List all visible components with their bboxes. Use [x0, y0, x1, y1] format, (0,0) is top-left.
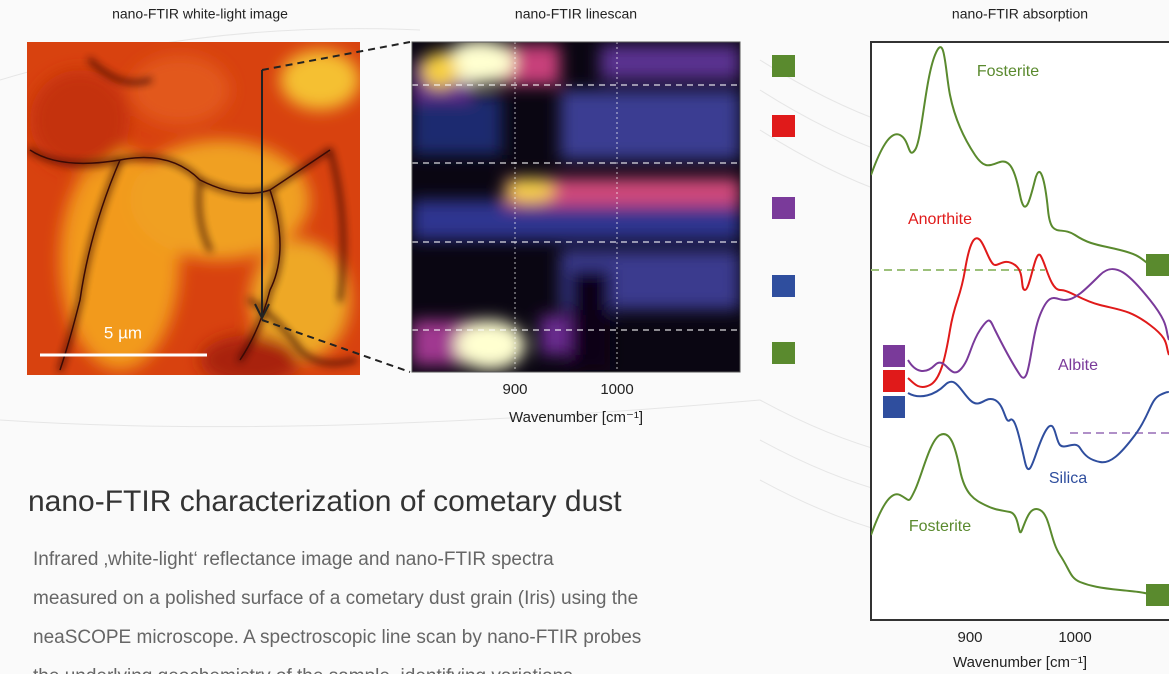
- paragraph-line: Infrared ‚white-light‘ reflectance image…: [33, 540, 641, 579]
- curve-label: Silica: [1049, 470, 1087, 487]
- x-tick-label: 1000: [1058, 629, 1091, 646]
- x-tick-label: 1000: [600, 381, 633, 398]
- curve-label: Fosterite: [977, 63, 1039, 80]
- page: nano-FTIR white-light image 5 µm: [0, 0, 1169, 674]
- legend-squares: [772, 55, 795, 364]
- scale-bar-label: 5 µm: [104, 323, 142, 342]
- curve-label: Albite: [1058, 357, 1098, 374]
- paragraph: Infrared ‚white-light‘ reflectance image…: [33, 540, 641, 674]
- panel-title: nano-FTIR white-light image: [112, 6, 288, 22]
- panel-title: nano-FTIR absorption: [952, 6, 1088, 22]
- x-tick-label: 900: [957, 629, 982, 646]
- x-axis-label: Wavenumber [cm⁻¹]: [953, 654, 1087, 671]
- x-axis-label: Wavenumber [cm⁻¹]: [509, 409, 643, 426]
- x-tick-label: 900: [502, 381, 527, 398]
- paragraph-line: measured on a polished surface of a come…: [33, 579, 641, 618]
- linescan-image: [412, 40, 740, 372]
- paragraph-line: the underlying geochemistry of the sampl…: [33, 657, 641, 674]
- curve-label: Fosterite: [909, 518, 971, 535]
- curve-label: Anorthite: [908, 211, 972, 228]
- white-light-image: [27, 42, 360, 385]
- heading: nano-FTIR characterization of cometary d…: [28, 485, 622, 519]
- panel-title: nano-FTIR linescan: [515, 6, 637, 22]
- paragraph-line: neaSCOPE microscope. A spectroscopic lin…: [33, 618, 641, 657]
